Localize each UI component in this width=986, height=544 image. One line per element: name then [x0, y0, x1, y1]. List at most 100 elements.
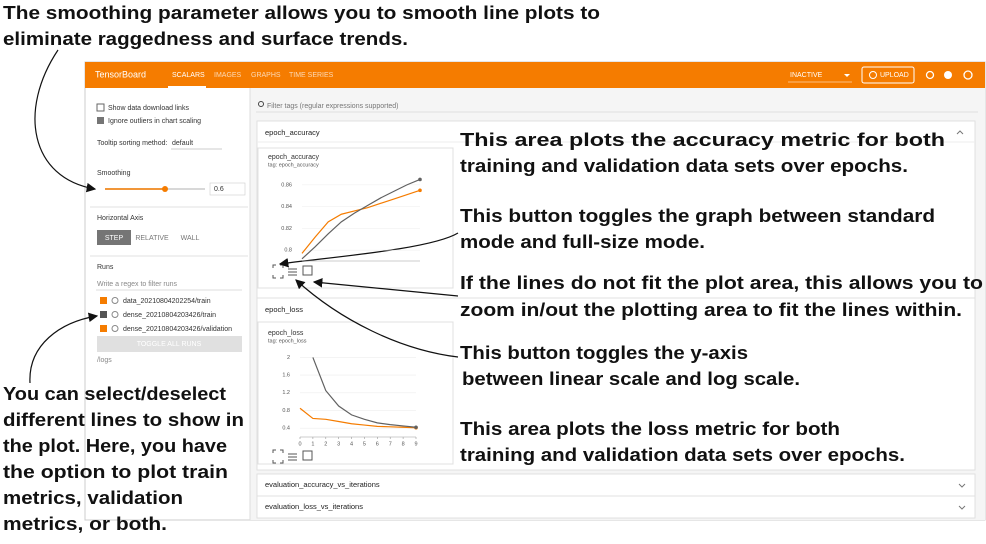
x-tick-label: 0 — [298, 441, 301, 447]
tag-filter[interactable]: Filter tags (regular expressions support… — [267, 103, 399, 110]
series-line — [312, 357, 417, 428]
tooltip-select[interactable]: default — [172, 140, 193, 147]
x-tick-label: 6 — [376, 441, 379, 447]
upload-button[interactable] — [861, 66, 915, 84]
toggle-label: TOGGLE ALL RUNS — [137, 341, 202, 348]
tab[interactable]: IMAGES — [214, 72, 242, 79]
axis-option: STEP — [105, 235, 124, 242]
run-checkbox[interactable] — [100, 297, 107, 304]
fullscreen-icon[interactable] — [272, 449, 284, 464]
upload-icon — [869, 71, 877, 79]
y-tick-label: 0.82 — [281, 226, 292, 232]
arrow — [278, 232, 459, 268]
end-point — [414, 425, 418, 430]
axis-option[interactable]: RELATIVE — [135, 235, 169, 242]
annotation: If the lines do not fit the plot area, t… — [460, 273, 983, 293]
fit-domain-icon[interactable] — [302, 265, 313, 276]
y-tick-label: 0.4 — [282, 426, 290, 432]
runs-label: Runs — [97, 264, 114, 271]
smoothing-label: Smoothing — [97, 170, 131, 177]
log-scale-icon[interactable] — [288, 453, 297, 461]
log-scale-icon[interactable] — [288, 268, 297, 276]
checkbox-label: Ignore outliers in chart scaling — [108, 118, 201, 125]
annotation: eliminate raggedness and surface trends. — [3, 29, 408, 49]
tab[interactable]: TIME SERIES — [289, 72, 334, 79]
y-tick-label: 0.84 — [281, 204, 292, 210]
brand: TensorBoard — [95, 69, 146, 79]
tooltip-label: Tooltip sorting method: — [97, 140, 167, 147]
slider-knob[interactable] — [162, 186, 168, 192]
axis-option[interactable]: WALL — [181, 235, 200, 242]
x-tick-label: 3 — [337, 441, 340, 447]
x-tick-label: 5 — [363, 441, 366, 447]
run-checkbox[interactable] — [100, 311, 107, 318]
run-color — [111, 325, 119, 332]
toggle-button[interactable] — [97, 336, 242, 352]
arrow — [312, 278, 459, 297]
run-name: data_20210804202254/train — [123, 298, 211, 305]
end-point — [418, 177, 422, 182]
y-tick-label: 0.8 — [282, 408, 290, 414]
chart-title: epoch_loss — [268, 330, 304, 337]
y-tick-label: 2 — [287, 355, 290, 361]
annotation: metrics, validation — [3, 488, 183, 508]
annotation: training and validation data sets over e… — [460, 445, 905, 465]
series-line — [301, 178, 421, 260]
annotation: mode and full-size mode. — [460, 232, 705, 252]
refresh-icon[interactable] — [925, 70, 935, 80]
status-select[interactable]: INACTIVE — [790, 72, 823, 79]
settings-icon[interactable] — [944, 71, 952, 79]
smoothing-value: 0.6 — [214, 186, 224, 193]
chart-panel — [257, 147, 454, 289]
collapse-icon[interactable] — [956, 130, 964, 135]
annotation: the plot. Here, you have — [3, 436, 227, 456]
x-tick-label: 9 — [414, 441, 417, 447]
help-icon[interactable] — [963, 70, 973, 80]
arrow — [295, 279, 459, 358]
section-title[interactable]: evaluation_loss_vs_iterations — [265, 502, 363, 511]
x-tick-label: 1 — [311, 441, 314, 447]
smoothing-input[interactable] — [209, 182, 246, 196]
axis-label: Horizontal Axis — [97, 215, 144, 222]
annotation: This area plots the loss metric for both — [460, 419, 840, 439]
section-title[interactable]: epoch_loss — [265, 305, 303, 314]
search-icon — [258, 101, 264, 107]
arrow — [34, 49, 97, 193]
run-name: dense_20210804203426/validation — [123, 326, 232, 333]
header-bar — [85, 62, 985, 88]
y-tick-label: 1.2 — [282, 390, 290, 396]
fit-domain-icon[interactable] — [302, 450, 313, 461]
expand-icon[interactable] — [958, 505, 966, 510]
annotation: different lines to show in — [3, 410, 244, 430]
run-color — [111, 297, 119, 304]
upload-label: UPLOAD — [880, 72, 909, 79]
runs-filter[interactable]: Write a regex to filter runs — [97, 281, 178, 288]
annotation: This button toggles the y-axis — [460, 343, 748, 363]
arrow — [29, 312, 99, 384]
series-line — [299, 407, 417, 429]
chart-title: epoch_accuracy — [268, 154, 319, 161]
section-title[interactable]: evaluation_accuracy_vs_iterations — [265, 480, 380, 489]
expand-icon[interactable] — [958, 483, 966, 488]
x-tick-label: 8 — [402, 441, 405, 447]
y-tick-label: 1.6 — [282, 373, 290, 379]
axis-button[interactable] — [97, 230, 131, 245]
checkbox[interactable] — [96, 103, 105, 112]
run-color — [111, 311, 119, 318]
annotation: This area plots the accuracy metric for … — [460, 130, 945, 150]
section-title[interactable]: epoch_accuracy — [265, 128, 320, 137]
dropdown-icon — [844, 74, 850, 77]
y-tick-label: 0.86 — [281, 182, 292, 188]
chart-tag: tag: epoch_accuracy — [268, 162, 319, 168]
checkbox[interactable] — [97, 117, 104, 124]
annotation: training and validation data sets over e… — [460, 156, 908, 176]
x-tick-label: 2 — [324, 441, 327, 447]
y-tick-label: 0.8 — [284, 248, 292, 254]
run-checkbox[interactable] — [100, 325, 107, 332]
annotation: the option to plot train — [3, 462, 228, 482]
tab[interactable]: GRAPHS — [251, 72, 281, 79]
tab[interactable]: SCALARS — [172, 72, 205, 79]
checkbox-label: Show data download links — [108, 105, 189, 112]
